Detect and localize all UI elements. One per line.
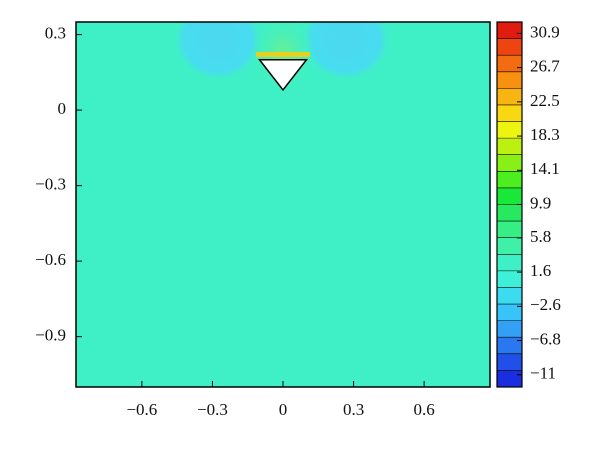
overlay: −0.6 −0.3 0 0.3 0.6 0.3 0 −0.3 −0.6 −0.9: [35, 23, 435, 418]
colorbar-band: [497, 121, 522, 139]
obstacle: [257, 59, 309, 92]
colorbar-band: [497, 287, 522, 305]
colorbar-band: [497, 320, 522, 338]
y-tick-label: −0.6: [35, 250, 66, 269]
colorbar: 30.9 26.7 22.5 18.3 14.1 9.9 5.8 1.6 −2.6 −6.8 −11: [496, 21, 561, 388]
colorbar-tick-label: 26.7: [530, 57, 560, 76]
edge-peak: [256, 52, 310, 57]
colorbar-band: [497, 171, 522, 189]
colorbar-band: [497, 22, 522, 39]
colorbar-band: [497, 353, 522, 371]
colorbar-band: [497, 237, 522, 255]
y-tick-label: −0.9: [35, 326, 66, 345]
colorbar-tick-label: 22.5: [530, 91, 560, 110]
low-lobe: [172, 22, 264, 82]
y-tick-label: 0.3: [45, 23, 66, 42]
colorbar-band: [497, 337, 522, 355]
colorbar-band: [497, 154, 522, 172]
colorbar-band: [497, 71, 522, 89]
colorbar-band: [497, 88, 522, 106]
colorbar-band: [497, 221, 522, 238]
colorbar-tick-label: 9.9: [530, 193, 551, 212]
colorbar-band: [497, 104, 522, 122]
colorbar-tick-label: 14.1: [530, 159, 560, 178]
x-tick-label: 0: [279, 400, 288, 419]
y-tick-label: 0: [58, 99, 67, 118]
colorbar-band: [497, 187, 522, 205]
colorbar-band: [497, 204, 522, 222]
colorbar-tick-label: 30.9: [530, 22, 560, 41]
colorbar-band: [497, 370, 522, 388]
colorbar-band: [497, 254, 522, 272]
colorbar-band: [497, 304, 522, 321]
colorbar-tick-label: 18.3: [530, 125, 560, 144]
colorbar-band: [497, 270, 522, 288]
low-lobe: [300, 22, 392, 82]
x-tick-label: 0.6: [414, 400, 435, 419]
x-tick-label: −0.6: [126, 400, 157, 419]
colorbar-band: [497, 138, 522, 156]
x-tick-label: −0.3: [197, 400, 228, 419]
colorbar-tick-label: 1.6: [530, 261, 551, 280]
colorbar-band: [497, 55, 522, 73]
colorbar-tick-label: −11: [530, 364, 556, 383]
plot-frame: [75, 21, 491, 388]
colorbar-tick-label: −2.6: [530, 295, 561, 314]
colorbar-tick-label: −6.8: [530, 329, 561, 348]
x-tick-label: 0.3: [343, 400, 364, 419]
colorbar-band: [497, 38, 522, 56]
colorbar-tick-label: 5.8: [530, 227, 551, 246]
y-tick-label: −0.3: [35, 175, 66, 194]
